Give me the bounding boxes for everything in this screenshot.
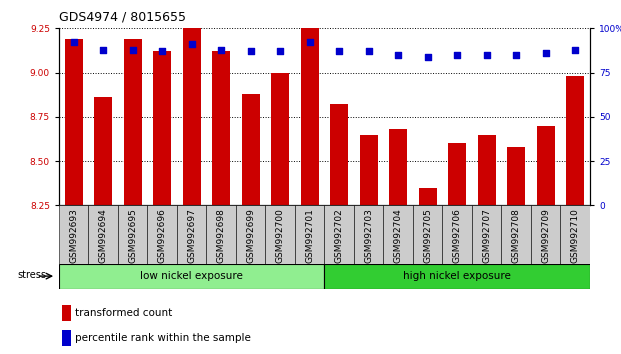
- Point: [69, 40, 79, 45]
- Text: GSM992703: GSM992703: [365, 208, 373, 263]
- Point: [98, 47, 108, 52]
- Text: transformed count: transformed count: [75, 308, 172, 318]
- Text: GSM992704: GSM992704: [394, 208, 402, 263]
- Bar: [389, 129, 407, 205]
- Text: high nickel exposure: high nickel exposure: [403, 271, 511, 281]
- Bar: [147, 205, 177, 264]
- Bar: [118, 205, 147, 264]
- Text: GSM992698: GSM992698: [217, 208, 225, 263]
- Bar: [324, 264, 590, 289]
- Text: GSM992693: GSM992693: [70, 208, 78, 263]
- Text: GSM992697: GSM992697: [188, 208, 196, 263]
- Text: GSM992702: GSM992702: [335, 208, 343, 263]
- Point: [334, 48, 344, 54]
- Bar: [360, 135, 378, 205]
- Point: [452, 52, 462, 58]
- Point: [246, 48, 256, 54]
- Point: [275, 48, 285, 54]
- Point: [541, 50, 551, 56]
- Text: GSM992710: GSM992710: [571, 208, 579, 263]
- Bar: [124, 39, 142, 205]
- Point: [305, 40, 315, 45]
- Point: [187, 41, 197, 47]
- Point: [157, 48, 167, 54]
- Bar: [566, 76, 584, 205]
- Bar: [183, 28, 201, 205]
- Text: GSM992696: GSM992696: [158, 208, 166, 263]
- Bar: [153, 51, 171, 205]
- Text: GSM992695: GSM992695: [129, 208, 137, 263]
- Text: GSM992701: GSM992701: [306, 208, 314, 263]
- Bar: [442, 205, 472, 264]
- Text: low nickel exposure: low nickel exposure: [140, 271, 243, 281]
- Bar: [271, 73, 289, 205]
- Text: GSM992706: GSM992706: [453, 208, 461, 263]
- Point: [216, 47, 226, 52]
- Bar: [383, 205, 413, 264]
- Bar: [212, 51, 230, 205]
- Text: percentile rank within the sample: percentile rank within the sample: [75, 332, 251, 343]
- Text: GSM992709: GSM992709: [542, 208, 550, 263]
- Bar: [206, 205, 236, 264]
- Point: [393, 52, 403, 58]
- Point: [511, 52, 521, 58]
- Point: [570, 47, 580, 52]
- Text: GDS4974 / 8015655: GDS4974 / 8015655: [59, 10, 186, 23]
- Bar: [531, 205, 560, 264]
- Bar: [59, 205, 88, 264]
- Point: [128, 47, 138, 52]
- Bar: [419, 188, 437, 205]
- Bar: [413, 205, 442, 264]
- Bar: [354, 205, 383, 264]
- Bar: [59, 264, 324, 289]
- Bar: [242, 94, 260, 205]
- Bar: [177, 205, 206, 264]
- Bar: [472, 205, 501, 264]
- Text: GSM992708: GSM992708: [512, 208, 520, 263]
- Text: GSM992699: GSM992699: [247, 208, 255, 263]
- Point: [482, 52, 492, 58]
- Bar: [88, 205, 118, 264]
- Bar: [236, 205, 265, 264]
- Text: GSM992694: GSM992694: [99, 208, 107, 263]
- Text: GSM992707: GSM992707: [483, 208, 491, 263]
- Bar: [265, 205, 295, 264]
- Bar: [537, 126, 555, 205]
- Bar: [330, 104, 348, 205]
- Bar: [507, 147, 525, 205]
- Bar: [560, 205, 590, 264]
- Bar: [501, 205, 531, 264]
- Bar: [324, 205, 354, 264]
- Bar: [295, 205, 324, 264]
- Text: GSM992700: GSM992700: [276, 208, 284, 263]
- Text: GSM992705: GSM992705: [424, 208, 432, 263]
- Bar: [301, 28, 319, 205]
- Bar: [94, 97, 112, 205]
- Text: stress: stress: [17, 270, 47, 280]
- Bar: [478, 135, 496, 205]
- Bar: [61, 305, 71, 321]
- Point: [423, 54, 433, 59]
- Bar: [65, 39, 83, 205]
- Bar: [448, 143, 466, 205]
- Bar: [61, 330, 71, 346]
- Point: [364, 48, 374, 54]
